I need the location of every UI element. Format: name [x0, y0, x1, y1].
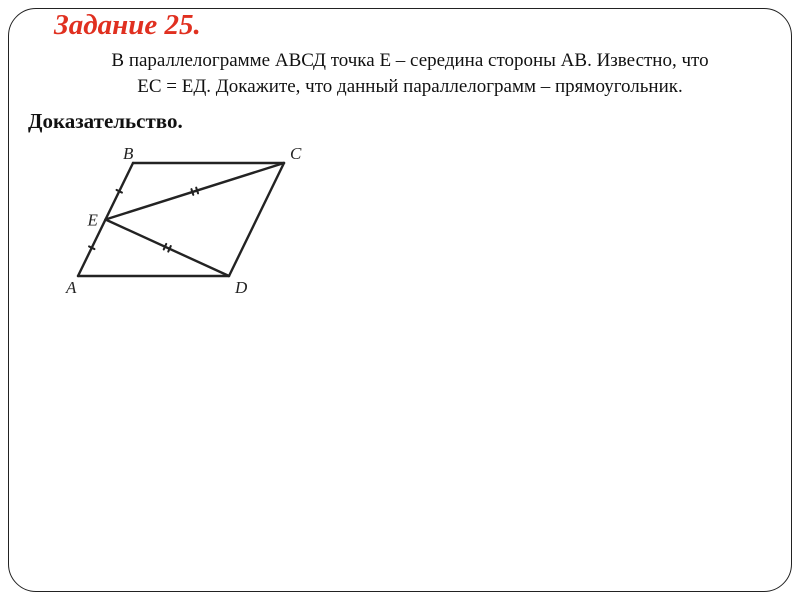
content-area: Задание 25. В параллелограмме АВСД точка… — [60, 9, 760, 303]
svg-text:C: C — [290, 148, 302, 163]
geometry-diagram: A B C D E — [60, 148, 760, 303]
proof-heading: Доказательство. — [28, 109, 760, 134]
svg-text:D: D — [234, 278, 248, 297]
problem-line-2: ЕС = ЕД. Докажите, что данный параллелог… — [137, 76, 683, 97]
svg-text:A: A — [65, 278, 77, 297]
problem-line-1: В параллелограмме АВСД точка Е – середин… — [111, 50, 708, 71]
parallelogram-svg: A B C D E — [60, 148, 316, 298]
task-title: Задание 25. — [54, 9, 760, 42]
svg-text:B: B — [123, 148, 134, 163]
svg-text:E: E — [87, 211, 99, 230]
problem-statement: В параллелограмме АВСД точка Е – середин… — [60, 48, 760, 99]
